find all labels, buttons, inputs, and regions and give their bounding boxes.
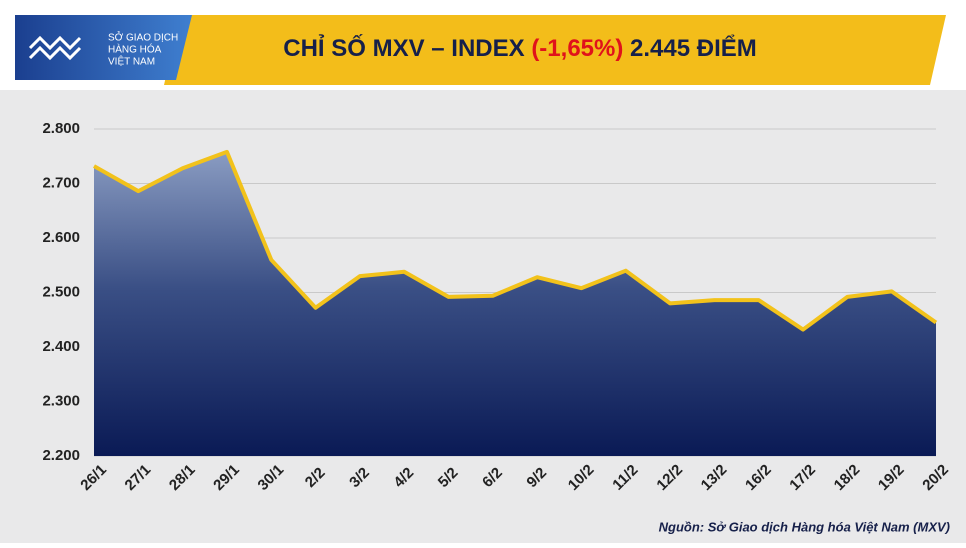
y-tick-label: 2.400 <box>42 338 80 355</box>
logo-text: SỞ GIAO DỊCH <box>108 31 178 44</box>
title-value: 2.445 ĐIỂM <box>630 34 757 62</box>
area <box>94 151 936 456</box>
line <box>93 149 938 332</box>
title-text: CHỈ SỐ MXV – INDEX <box>283 33 524 62</box>
y-tick-label: 2.500 <box>42 283 80 300</box>
logo-text: VIỆT NAM <box>108 55 155 68</box>
y-tick-label: 2.700 <box>42 174 80 191</box>
logo-mark <box>28 35 82 61</box>
y-tick-label: 2.800 <box>42 120 80 137</box>
title-banner <box>164 15 946 85</box>
logo-text: HÀNG HÓA <box>108 43 162 56</box>
y-tick-label: 2.300 <box>42 392 80 409</box>
title-change: (-1,65%) <box>531 35 623 62</box>
logo-box <box>15 15 192 80</box>
y-tick-label: 2.200 <box>42 447 80 464</box>
source-note: Nguồn: Sở Giao dịch Hàng hóa Việt Nam (M… <box>659 519 950 534</box>
chart-title: CHỈ SỐ MXV – INDEX (-1,65%) 2.445 ĐIỂM <box>283 33 757 62</box>
y-tick-label: 2.600 <box>42 229 80 246</box>
